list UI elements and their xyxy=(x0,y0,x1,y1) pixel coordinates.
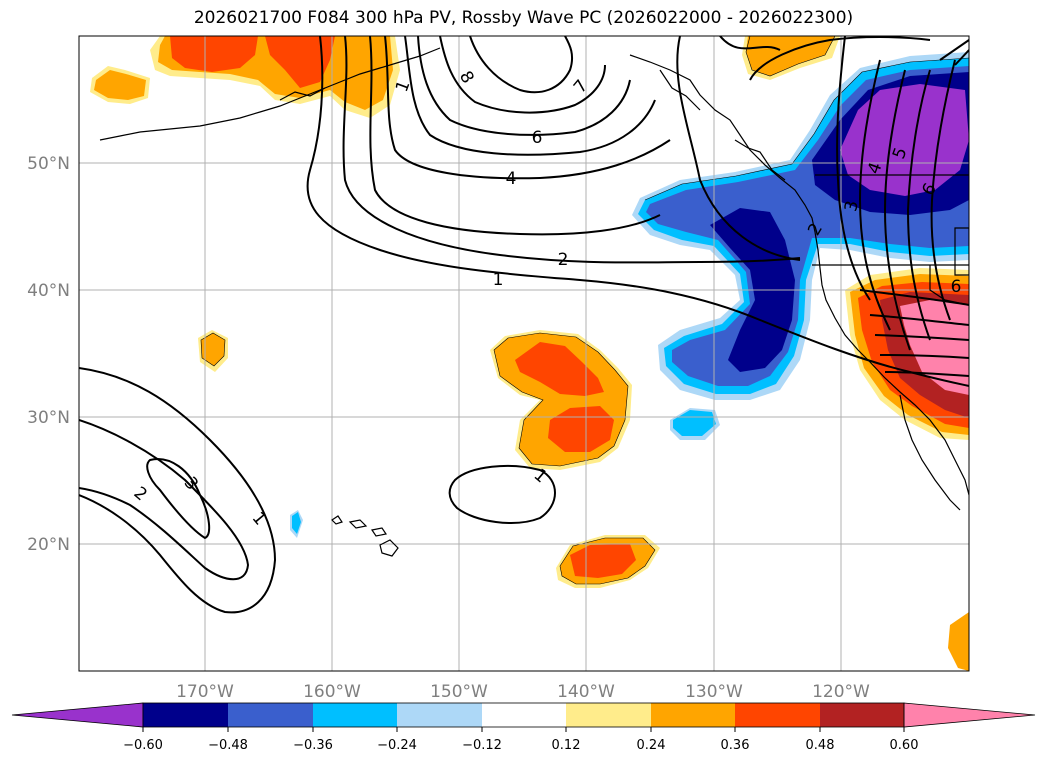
contour-label-2: 2 xyxy=(558,250,569,270)
coastlines xyxy=(99,47,969,557)
contour-5-north xyxy=(404,36,656,156)
colorbar-tick-label: −0.60 xyxy=(123,738,163,753)
contour-east-d xyxy=(836,36,871,301)
contour-center-1 xyxy=(448,464,556,524)
colorbar-extend-min xyxy=(11,702,144,728)
colorbar-swatch xyxy=(820,703,904,727)
colorbar-swatch xyxy=(566,703,651,727)
contour-east-h2 xyxy=(869,314,969,326)
colorbar-swatch xyxy=(482,703,566,727)
contour-east-h4 xyxy=(879,354,969,359)
lat-label-50n: 50°N xyxy=(27,154,70,174)
lon-label-150w: 150°W xyxy=(430,682,488,702)
lon-label-140w: 140°W xyxy=(557,682,615,702)
contour-east-e xyxy=(858,59,891,331)
colorbar-tick-label: 0.24 xyxy=(637,738,666,753)
map-area: 8 7 6 4 2 1 3 2 1 1 4 5 6 3 2 1 6 xyxy=(79,36,969,671)
lon-label-120w: 120°W xyxy=(812,682,870,702)
colorbar-tick-label: −0.48 xyxy=(208,738,248,753)
contour-sw-1 xyxy=(79,367,277,614)
colorbar-swatch xyxy=(651,703,735,727)
longitude-axis: 170°W 160°W 150°W 140°W 130°W 120°W xyxy=(176,682,870,702)
contour-7-north xyxy=(439,36,606,114)
latitude-axis: 50°N 40°N 30°N 20°N xyxy=(27,154,70,555)
contour-label-4: 4 xyxy=(506,169,517,189)
colorbar-swatch xyxy=(735,703,820,727)
contour-label-1: 1 xyxy=(493,270,504,290)
colorbar-tick-label: −0.24 xyxy=(377,738,417,753)
contour-3-north xyxy=(369,36,661,236)
contour-east-b xyxy=(719,36,781,51)
colorbar-tick-label: 0.12 xyxy=(552,738,581,753)
contour-east-h3 xyxy=(874,334,969,341)
contour-east-i xyxy=(939,39,969,66)
gridlines xyxy=(79,36,969,671)
contour-east-h xyxy=(930,59,956,321)
colorbar-tick-label: 0.48 xyxy=(806,738,835,753)
colorbar-swatch xyxy=(228,703,313,727)
colorbar-frame xyxy=(142,702,905,728)
contour-east-a xyxy=(676,36,801,261)
lat-label-40n: 40°N xyxy=(27,281,70,301)
contour-label-6: 6 xyxy=(532,128,543,148)
colorbar-swatch xyxy=(143,703,228,727)
contour-sw-3 xyxy=(146,458,211,540)
lon-label-170w: 170°W xyxy=(176,682,234,702)
colorbar-tick-label: −0.12 xyxy=(462,738,502,753)
contour-east-h5 xyxy=(884,371,969,377)
colorbar-extend-max xyxy=(903,702,1036,728)
colorbar-swatch xyxy=(313,703,397,727)
contour-east-f xyxy=(883,69,911,351)
colorbar-ticks xyxy=(142,727,905,732)
contour-label-east-6b: 6 xyxy=(951,277,962,297)
contour-east-h1 xyxy=(859,289,969,306)
colorbar-tick-label: 0.36 xyxy=(721,738,750,753)
pv-contours xyxy=(79,36,969,614)
lat-label-30n: 30°N xyxy=(27,408,70,428)
lon-label-160w: 160°W xyxy=(303,682,361,702)
colorbar-swatch xyxy=(397,703,482,727)
contour-label-east-3: 3 xyxy=(841,199,863,213)
contour-4-north xyxy=(384,36,671,180)
lon-label-130w: 130°W xyxy=(685,682,743,702)
contour-east-c xyxy=(749,36,931,81)
colorbar: −0.60 −0.48 −0.36 −0.24 −0.12 0.12 0.24 … xyxy=(11,702,1036,753)
map-frame xyxy=(78,35,970,672)
contour-2-north xyxy=(342,36,801,264)
colorbar-tick-label: 0.60 xyxy=(890,738,919,753)
contour-8-north xyxy=(469,36,574,94)
positive-anomaly-shading xyxy=(90,36,969,671)
lat-label-20n: 20°N xyxy=(27,535,70,555)
contour-6-north xyxy=(417,36,631,136)
colorbar-tick-label: −0.36 xyxy=(293,738,333,753)
map-title: 2026021700 F084 300 hPa PV, Rossby Wave … xyxy=(193,8,854,28)
contour-1-north xyxy=(306,36,969,387)
